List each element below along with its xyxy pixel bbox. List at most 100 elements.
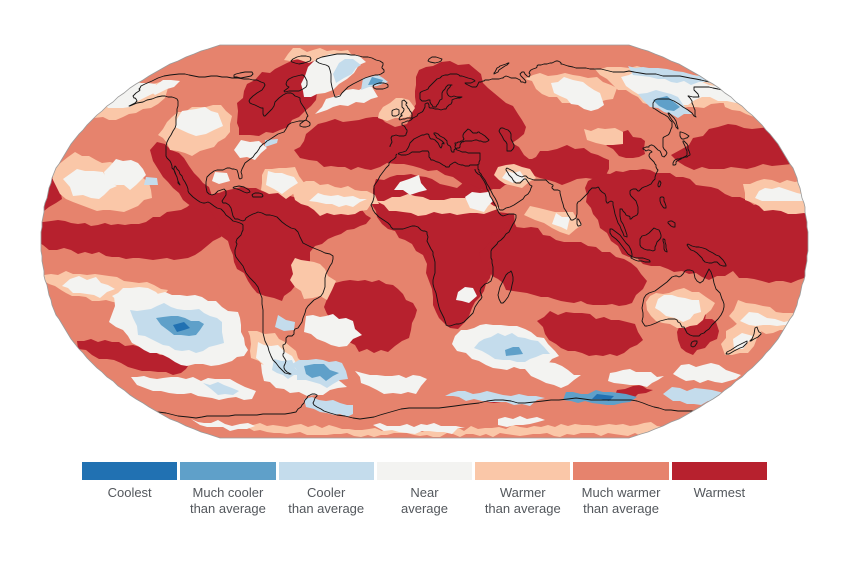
anomaly-patch-warmest — [585, 169, 808, 283]
legend-swatch-warmest — [671, 462, 767, 480]
anomaly-patch-near — [655, 295, 701, 322]
coastline — [251, 192, 264, 198]
anomaly-patch-warmest — [479, 225, 647, 306]
anomaly-patch-cooler — [203, 382, 239, 395]
coastline — [462, 128, 490, 143]
legend-label-line1: Coolest — [107, 485, 152, 500]
legend-label: Warmer than average — [475, 485, 570, 517]
legend-label-line1: Warmest — [693, 485, 746, 500]
anomaly-field — [41, 45, 808, 438]
anomaly-patch-near — [309, 193, 367, 207]
anomaly-patch-warmest — [207, 187, 371, 301]
anomaly-patch-near — [266, 171, 298, 194]
legend-item-near: Near average — [376, 462, 473, 517]
legend-label-line1: Much warmer — [581, 485, 661, 500]
anomaly-patch-near — [103, 83, 156, 108]
legend-item-much_warmer: Much warmer than average — [573, 462, 669, 517]
legend-item-coolest: Coolest — [82, 462, 178, 517]
legend-swatch-much_warmer — [573, 462, 669, 480]
coastline — [498, 127, 515, 152]
coastline — [493, 62, 510, 75]
anomaly-patch-near — [62, 276, 115, 298]
anomaly-patch-warmest — [294, 61, 541, 192]
legend-label-line2: than average — [189, 501, 266, 516]
legend-label: Coolest — [82, 485, 177, 501]
anomaly-patch-coolest — [592, 394, 614, 401]
anomaly-patch-cooler — [272, 359, 302, 379]
legend-label: Much cooler than average — [180, 485, 275, 517]
legend-label: Warmest — [672, 485, 767, 501]
legend-label-line1: Much cooler — [192, 485, 264, 500]
coastline — [690, 340, 698, 348]
anomaly-patch-near — [525, 360, 581, 388]
legend-swatch-warmer — [475, 462, 571, 480]
legend-item-warmer: Warmer than average — [475, 462, 571, 517]
coastline — [576, 218, 582, 227]
anomaly-patch-warmest — [528, 145, 609, 185]
anomaly-patch-cooler — [333, 59, 361, 83]
world-map — [40, 44, 809, 439]
coastline — [725, 340, 748, 355]
legend-label-line1: Warmer — [499, 485, 546, 500]
anomaly-patch-warmest — [150, 142, 218, 210]
anomaly-patch-cooler — [628, 66, 722, 85]
coastlines — [128, 53, 762, 420]
coastline — [679, 131, 690, 140]
legend-swatch-coolest — [82, 462, 178, 480]
anomaly-patch-near — [212, 172, 230, 184]
anomaly-patch-near — [175, 107, 223, 136]
coastline — [391, 108, 400, 117]
coastline — [630, 256, 651, 263]
legend-label-line2: than average — [583, 501, 659, 516]
anomaly-patch-much_cooler — [653, 96, 680, 111]
coastline — [427, 56, 443, 64]
legend-swatch-cooler — [278, 462, 374, 480]
anomaly-patch-warmer — [376, 194, 501, 216]
anomaly-patch-near — [552, 213, 570, 230]
anomaly-patch-near — [104, 159, 146, 190]
legend-label: Near average — [377, 485, 472, 517]
legend-label-line1: Cooler — [307, 485, 346, 500]
coastline — [667, 220, 676, 228]
legend-item-cooler: Cooler than average — [278, 462, 374, 517]
anomaly-patch-near — [355, 371, 427, 394]
coastline — [659, 196, 667, 209]
anomaly-patch-much_cooler — [304, 364, 339, 381]
coastline — [609, 228, 633, 257]
anomaly-patch-cooler — [265, 139, 278, 147]
coastline — [497, 270, 514, 304]
anomaly-patch-near — [551, 77, 604, 111]
coastline — [686, 243, 727, 267]
map-outline — [40, 44, 809, 439]
anomaly-patch-near — [498, 416, 545, 427]
anomaly-patch-warmest — [77, 339, 190, 375]
coastline — [290, 55, 312, 65]
coastline — [150, 393, 699, 420]
anomaly-patch-near — [63, 169, 117, 199]
anomaly-patch-near — [304, 314, 362, 347]
coastline — [370, 153, 517, 327]
coastline — [477, 86, 729, 238]
legend-label-line2: than average — [484, 501, 561, 516]
anomaly-patch-cooler — [275, 315, 295, 331]
coastline — [639, 227, 662, 252]
anomaly-patch-cooler — [144, 177, 158, 185]
coastline — [662, 238, 668, 253]
coastline — [657, 180, 662, 188]
coastline — [128, 73, 334, 375]
coastline — [667, 112, 679, 130]
anomaly-patch-cooler — [445, 391, 545, 406]
anomaly-patch-near — [456, 287, 477, 303]
coastline — [749, 326, 762, 342]
legend-label-line1: Near — [410, 485, 439, 500]
anomaly-patch-near — [191, 419, 255, 431]
legend-label: Cooler than average — [279, 485, 374, 517]
anomaly-patch-near — [234, 140, 267, 160]
coastline — [389, 60, 719, 147]
anomaly-patch-near — [608, 369, 664, 387]
anomaly-patch-warmest — [41, 193, 232, 260]
anomaly-patch-near — [755, 187, 808, 202]
coastline — [232, 185, 251, 194]
anomaly-patch-coolest — [173, 322, 190, 332]
